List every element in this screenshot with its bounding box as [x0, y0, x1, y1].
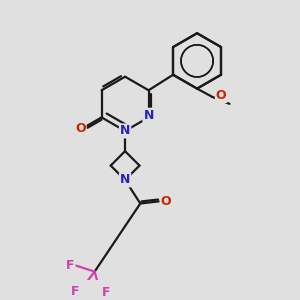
Text: N: N [120, 124, 130, 137]
Text: F: F [70, 285, 79, 298]
Text: O: O [160, 195, 171, 208]
Text: O: O [216, 89, 226, 102]
Text: N: N [120, 173, 130, 187]
Text: F: F [66, 259, 74, 272]
Text: N: N [143, 109, 154, 122]
Text: F: F [102, 286, 110, 299]
Text: O: O [75, 122, 86, 135]
